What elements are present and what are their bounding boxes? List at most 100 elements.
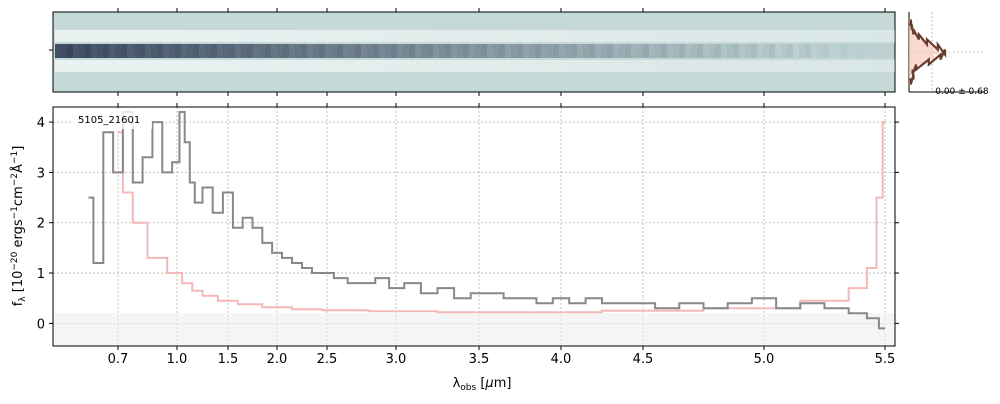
trace-halo (421, 30, 427, 42)
trace-halo (595, 30, 601, 42)
trace-halo (439, 60, 445, 72)
trace-cell (91, 44, 97, 58)
y-tick-label: 3 (37, 166, 45, 181)
error-band (53, 313, 895, 346)
trace-cell (307, 44, 313, 58)
trace-cell (487, 44, 493, 58)
trace-halo (337, 60, 343, 72)
trace-cell (601, 44, 607, 58)
trace-halo (145, 60, 151, 72)
trace-cell (673, 44, 679, 58)
trace-halo (859, 30, 865, 42)
trace-cell (805, 44, 811, 58)
trace-halo (751, 30, 757, 42)
trace-halo (679, 30, 685, 42)
x-tick-label: 4.0 (551, 352, 572, 367)
trace-halo (577, 60, 583, 72)
trace-cell (493, 44, 499, 58)
trace-cell (829, 44, 835, 58)
trace-cell (247, 44, 253, 58)
trace-halo (367, 60, 373, 72)
trace-halo (433, 30, 439, 42)
trace-halo (649, 60, 655, 72)
trace-cell (649, 44, 655, 58)
trace-halo (853, 30, 859, 42)
trace-halo (709, 30, 715, 42)
trace-cell (793, 44, 799, 58)
trace-halo (127, 60, 133, 72)
trace-halo (589, 60, 595, 72)
trace-halo (361, 30, 367, 42)
trace-cell (397, 44, 403, 58)
trace-cell (283, 44, 289, 58)
trace-cell (541, 44, 547, 58)
trace-halo (445, 60, 451, 72)
trace-halo (271, 30, 277, 42)
trace-cell (835, 44, 841, 58)
trace-halo (823, 60, 829, 72)
trace-halo (685, 30, 691, 42)
trace-halo (883, 30, 889, 42)
trace-cell (391, 44, 397, 58)
hist-ref-bar (909, 45, 934, 50)
trace-halo (181, 30, 187, 42)
trace-halo (415, 60, 421, 72)
trace-cell (871, 44, 877, 58)
trace-cell (727, 44, 733, 58)
trace-halo (109, 30, 115, 42)
trace-halo (247, 30, 253, 42)
trace-halo (781, 30, 787, 42)
trace-halo (331, 60, 337, 72)
trace-cell (181, 44, 187, 58)
trace-cell (301, 44, 307, 58)
trace-cell (859, 44, 865, 58)
trace-halo (355, 60, 361, 72)
trace-cell (361, 44, 367, 58)
trace-cell (79, 44, 85, 58)
trace-halo (673, 30, 679, 42)
trace-cell (373, 44, 379, 58)
trace-halo (661, 60, 667, 72)
trace-halo (553, 60, 559, 72)
trace-cell (709, 44, 715, 58)
trace-halo (595, 60, 601, 72)
trace-halo (247, 60, 253, 72)
x-axis-label: λobs [μm] (453, 376, 512, 393)
trace-cell (559, 44, 565, 58)
trace-halo (367, 30, 373, 42)
trace-halo (493, 30, 499, 42)
trace-halo (463, 30, 469, 42)
x-tick-label: 2.5 (317, 352, 338, 367)
trace-cell (607, 44, 613, 58)
trace-halo (727, 30, 733, 42)
trace-halo (391, 30, 397, 42)
trace-halo (283, 30, 289, 42)
trace-cell (205, 44, 211, 58)
trace-halo (85, 60, 91, 72)
trace-halo (253, 60, 259, 72)
trace-halo (511, 30, 517, 42)
trace-halo (169, 60, 175, 72)
trace-halo (259, 30, 265, 42)
trace-cell (133, 44, 139, 58)
trace-halo (691, 30, 697, 42)
trace-cell (331, 44, 337, 58)
trace-halo (847, 60, 853, 72)
trace-halo (877, 30, 883, 42)
trace-halo (625, 60, 631, 72)
trace-halo (253, 30, 259, 42)
trace-halo (217, 60, 223, 72)
trace-halo (67, 30, 73, 42)
trace-halo (91, 30, 97, 42)
trace-cell (847, 44, 853, 58)
trace-halo (121, 60, 127, 72)
trace-cell (799, 44, 805, 58)
trace-cell (595, 44, 601, 58)
trace-halo (619, 60, 625, 72)
trace-halo (727, 60, 733, 72)
trace-cell (61, 44, 67, 58)
trace-halo (55, 60, 61, 72)
trace-cell (157, 44, 163, 58)
residual-histogram-panel: -0.00 ± 0.68 (909, 12, 989, 97)
trace-cell (445, 44, 451, 58)
